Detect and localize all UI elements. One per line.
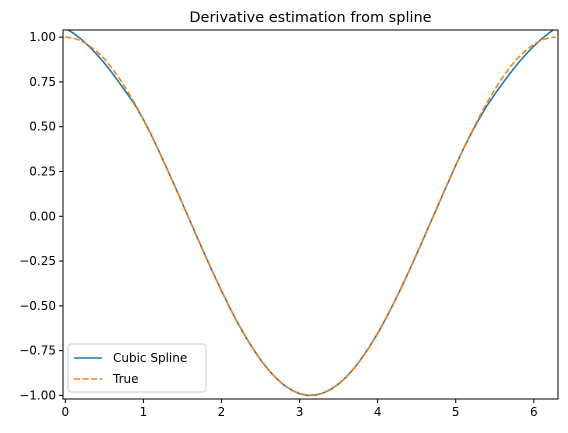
y-tick-label: −0.25 (19, 254, 56, 268)
axes-layer: 0 1 2 3 4 5 6 −1.00 −0.75 −0.50 −0.25 0.00 0.25 0.50 0… (19, 29, 559, 419)
x-tick-label: 1 (140, 405, 148, 419)
y-tick-label: 0.00 (29, 209, 56, 223)
y-tick-label: 1.00 (29, 30, 56, 44)
legend: Cubic Spline True (67, 343, 207, 393)
plot-frame (62, 29, 559, 400)
legend-box (67, 343, 207, 393)
x-tick-label: 2 (218, 405, 226, 419)
y-tick-label: 0.25 (29, 165, 56, 179)
series-line-true (65, 36, 556, 397)
x-tick-label: 3 (296, 405, 304, 419)
x-tick-label: 4 (374, 405, 382, 419)
y-tick-label: 0.75 (29, 75, 56, 89)
y-tick-label: 0.50 (29, 120, 56, 134)
y-tick-label: −1.00 (19, 388, 56, 402)
legend-label: True (112, 372, 139, 386)
x-tick-label: 5 (452, 405, 460, 419)
y-tick-label: −0.75 (19, 344, 56, 358)
series-layer (65, 30, 556, 397)
x-tick-label: 0 (62, 405, 70, 419)
x-tick-label: 6 (530, 405, 538, 419)
chart-title: Derivative estimation from spline (189, 10, 431, 26)
legend-label: Cubic Spline (113, 351, 187, 365)
y-tick-label: −0.50 (19, 299, 56, 313)
